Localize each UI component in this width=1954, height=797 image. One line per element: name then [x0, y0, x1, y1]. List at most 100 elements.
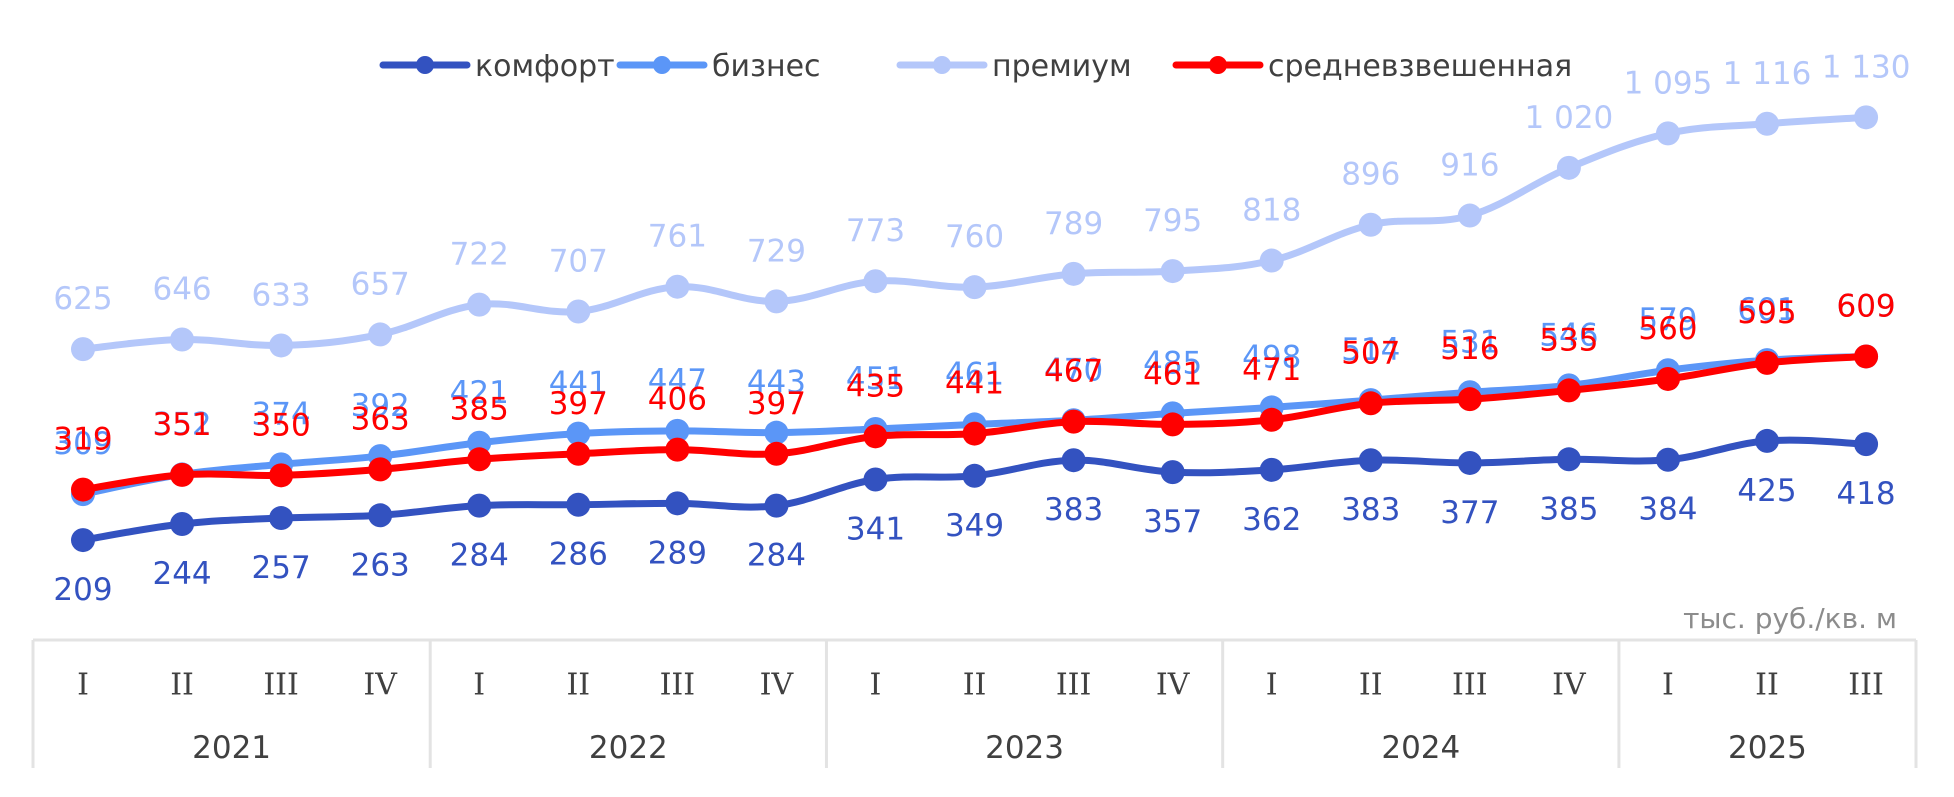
- data-point-marker: [962, 275, 987, 300]
- data-point-marker: [269, 333, 294, 358]
- data-point-marker: [566, 421, 591, 446]
- data-label: 1 020: [1525, 100, 1614, 136]
- axis-quarter-label: I: [77, 668, 89, 703]
- legend-dot-marker: [416, 56, 434, 74]
- data-label: 286: [549, 537, 608, 573]
- data-label: 760: [945, 219, 1004, 255]
- legend-item: премиум: [896, 49, 1132, 84]
- data-label: 729: [747, 233, 806, 269]
- data-label: 341: [846, 511, 905, 547]
- data-point-marker: [566, 492, 591, 517]
- data-label: 579: [1638, 302, 1697, 338]
- data-point-marker: [170, 512, 195, 537]
- data-point-marker: [764, 493, 789, 518]
- axis-quarter-label: III: [263, 668, 299, 703]
- data-label: 209: [53, 572, 112, 608]
- axis-year-label: 2021: [192, 730, 271, 766]
- axis-quarter-label: III: [660, 668, 696, 703]
- data-label: 514: [1341, 332, 1400, 368]
- series-2: [71, 105, 1879, 362]
- data-label: 625: [53, 281, 112, 317]
- data-label: 609: [1836, 288, 1895, 324]
- axis-quarter-label: IV: [760, 668, 795, 703]
- data-point-marker: [863, 269, 888, 294]
- data-label: 351: [152, 407, 211, 443]
- data-label: 309: [53, 426, 112, 462]
- data-point-marker: [665, 491, 690, 516]
- data-label: 818: [1242, 193, 1301, 229]
- data-label: 447: [648, 363, 707, 399]
- legend-label: премиум: [992, 49, 1132, 84]
- data-label: 418: [1836, 476, 1895, 512]
- data-label: 363: [351, 401, 410, 437]
- legend-label: средневзвешенная: [1268, 49, 1572, 84]
- data-label: 443: [747, 365, 806, 401]
- data-point-marker: [368, 322, 393, 347]
- data-label: 263: [351, 547, 410, 583]
- legend-dot-marker: [1209, 56, 1227, 74]
- data-point-marker: [1061, 409, 1086, 434]
- data-point-marker: [863, 424, 888, 449]
- data-label: 609: [1836, 288, 1895, 324]
- axis-quarter-label: IV: [1156, 668, 1191, 703]
- data-label: 1 116: [1723, 56, 1812, 92]
- axis-year-label: 2024: [1381, 730, 1460, 766]
- data-point-marker: [1160, 460, 1185, 485]
- data-point-marker: [1160, 259, 1185, 284]
- data-label: 383: [1044, 492, 1103, 528]
- data-point-marker: [1655, 366, 1680, 391]
- data-label: 546: [1539, 317, 1598, 353]
- axis-quarter-label: II: [1359, 668, 1383, 703]
- data-label: 244: [152, 556, 211, 592]
- data-label: 362: [1242, 502, 1301, 538]
- data-point-marker: [962, 463, 987, 488]
- series-0: [71, 428, 1879, 553]
- data-point-marker: [1755, 428, 1780, 453]
- data-label: 916: [1440, 148, 1499, 184]
- data-label: 441: [549, 366, 608, 402]
- data-label: 392: [351, 388, 410, 424]
- data-point-marker: [665, 437, 690, 462]
- data-label: 397: [549, 386, 608, 422]
- data-label: 595: [1737, 295, 1796, 331]
- data-point-marker: [1457, 387, 1482, 412]
- data-label: 397: [747, 386, 806, 422]
- data-label: 601: [1737, 292, 1796, 328]
- data-point-marker: [1457, 203, 1482, 228]
- data-label: 531: [1440, 324, 1499, 360]
- data-point-marker: [170, 327, 195, 352]
- legend-label: бизнес: [712, 49, 821, 84]
- data-point-marker: [1160, 412, 1185, 437]
- data-label: 384: [1638, 492, 1697, 528]
- axis-quarter-label: II: [1755, 668, 1779, 703]
- axis-year-label: 2023: [985, 730, 1064, 766]
- data-label: 349: [945, 508, 1004, 544]
- data-point-marker: [962, 421, 987, 446]
- data-point-marker: [1358, 391, 1383, 416]
- data-label: 385: [450, 391, 509, 427]
- data-label: 896: [1341, 157, 1400, 193]
- data-label: 773: [846, 213, 905, 249]
- data-label: 374: [252, 396, 311, 432]
- data-label: 441: [945, 366, 1004, 402]
- data-label: 485: [1143, 345, 1202, 381]
- series-lines: [71, 105, 1879, 553]
- data-point-marker: [1854, 344, 1879, 369]
- data-label: 461: [1143, 356, 1202, 392]
- data-point-marker: [467, 292, 492, 317]
- data-label: 357: [1143, 504, 1202, 540]
- data-label: 461: [945, 356, 1004, 392]
- data-point-marker: [71, 337, 95, 362]
- data-point-marker: [269, 506, 294, 531]
- labels-series-3: 319 351 350 363 385 397 406 397 435 441 467 461 471 5…: [53, 288, 1895, 457]
- data-point-marker: [368, 503, 393, 528]
- legend-item: бизнес: [616, 49, 821, 84]
- data-label: 498: [1242, 339, 1301, 375]
- data-point-marker: [368, 457, 393, 482]
- labels-series-2: 625 646 633 657 722 707 761 729 773 760 789 795 818 8…: [53, 49, 1910, 317]
- data-label: 350: [252, 407, 311, 443]
- data-point-marker: [170, 462, 195, 487]
- data-point-marker: [1556, 378, 1581, 403]
- data-point-marker: [1655, 447, 1680, 472]
- data-point-marker: [1061, 448, 1086, 473]
